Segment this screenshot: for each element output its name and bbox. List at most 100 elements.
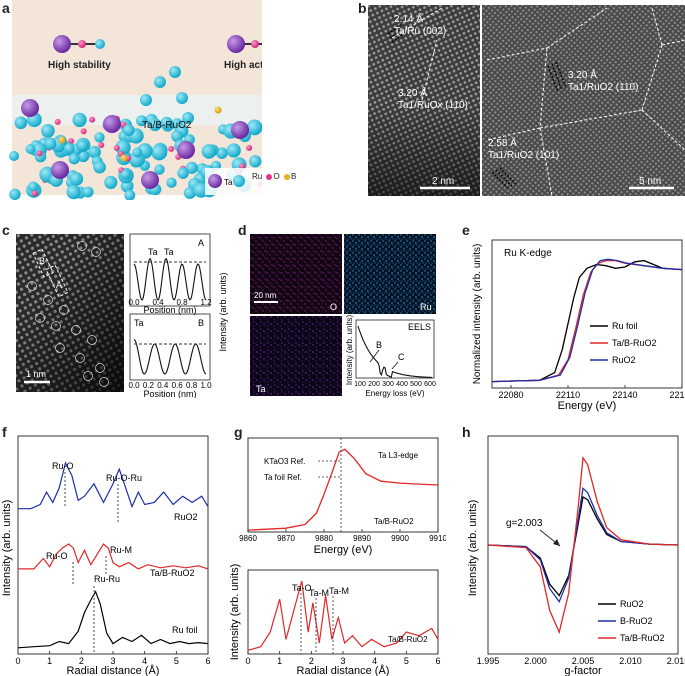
legend-label: B-RuO2: [620, 616, 653, 626]
g-top-x-tick-label: 9890: [353, 534, 371, 543]
legend-label: Ta/B-RuO2: [620, 633, 665, 643]
haadf-stem-images: 2.14 Å Ta/Ru (002) 3.20 Å Ta1/RuOx (110)…: [368, 5, 685, 197]
lattice-atom: [136, 115, 148, 127]
stem-line-profiles: B A 1 nm A Ta Ta B Ta 0.0 0.4 0.8 1.2 0.0 0.…: [16, 233, 228, 398]
single-atom-marker: [77, 241, 87, 251]
f-x-tick-label: 5: [174, 656, 179, 666]
lattice-atom: [25, 144, 36, 155]
lattice-atom: [68, 138, 75, 145]
peak-ru-o-tab: Ru-O: [46, 551, 68, 561]
profile-a-tick: 0.0: [128, 298, 140, 307]
ta-atom: [21, 99, 39, 117]
atom-legend: Ta: [208, 174, 245, 188]
lattice-atom: [72, 112, 87, 128]
lattice-atom: [69, 172, 84, 186]
label-ta-b-ruo2: Ta/B-RuO2: [150, 568, 195, 578]
lattice-atom: [154, 164, 165, 175]
callout-high-activity: High activity: [224, 60, 262, 71]
lattice-atom: [80, 128, 87, 135]
lattice-atom: [148, 118, 162, 132]
plane-4: Ta1/RuO2 (101): [488, 150, 559, 161]
ta-atom: [103, 115, 121, 133]
map-label-o: O: [330, 302, 337, 312]
single-atom-marker: [91, 247, 101, 257]
single-atom-marker: [51, 321, 61, 331]
panel-label: f: [2, 424, 7, 440]
lattice-atom: [93, 160, 106, 174]
ta-b-ruo2-model-illustration: High stability High activity Ta/B-RuO2 T…: [9, 0, 262, 200]
peak-ru-o-ruo2: Ru-O: [52, 461, 74, 471]
y-axis-label: Normalized intensity (arb. units): [472, 244, 483, 385]
eels-title: EELS: [408, 322, 431, 332]
map-label-ru: Ru: [420, 302, 432, 312]
chart-f: Ru-O Ru-O-Ru Ru-O Ru-M Ru-Ru RuO2 Ta/B-R…: [1, 435, 211, 676]
lattice-atom: [63, 143, 75, 154]
peak-ta-m-1: Ta-M: [309, 588, 329, 598]
legend-ta: Ta: [224, 178, 233, 187]
label-ru-foil: Ru foil: [172, 625, 198, 635]
g-bottom-x-tick-label: 5: [404, 656, 409, 666]
legend-b: B: [290, 172, 297, 181]
eds-map-o: [250, 234, 342, 314]
lattice-atom: [122, 124, 135, 137]
x-axis-label-top: Energy (eV): [314, 544, 373, 556]
f-series-ta-b-ruo2: [18, 543, 209, 570]
eels-tick: 400: [396, 381, 408, 388]
lattice-atom: [193, 182, 209, 198]
lattice-atom: [160, 116, 173, 130]
lattice-atom: [44, 137, 57, 150]
eels-spectrum: [357, 325, 432, 378]
b-atom: [214, 106, 222, 114]
lattice-atom: [14, 116, 28, 130]
chart-h: g=2.003 RuO2 B-RuO2 Ta/B-RuO2 1.995 2.000 2.…: [467, 435, 685, 676]
lattice-atom: [98, 142, 105, 149]
sample-label-bottom: Ta/B-RuO2: [388, 635, 428, 644]
d-spacing-3: 3.20 Å: [568, 68, 597, 81]
profile-b-tick: 0.6: [172, 381, 184, 390]
f-x-tick-label: 6: [205, 656, 210, 666]
panel-d: d O Ru Ta 20 nm EELS B C: [238, 222, 438, 398]
dissolved-ru-atom: [169, 66, 181, 78]
lattice-atom: [183, 187, 196, 200]
legend-o-swatch: [266, 173, 273, 180]
e-series-ruo2: [491, 258, 683, 383]
peak-ru-ru: Ru-Ru: [94, 574, 120, 584]
lattice-atom: [120, 169, 131, 180]
lattice-atom: [94, 132, 105, 143]
e-x-tick-label: 22170: [669, 390, 685, 400]
lattice-atom: [201, 144, 217, 159]
lattice-atom: [168, 145, 175, 152]
g-top-x-tick-label: 9880: [315, 534, 333, 543]
atom-callout-stability: [53, 35, 105, 53]
lattice-atom: [66, 184, 81, 200]
h-x-tick-label: 2.015: [667, 656, 685, 666]
plane-1: Ta/Ru (002): [394, 26, 446, 37]
g-bottom-x-tick-label: 1: [277, 656, 282, 666]
profile-ylabel: Intensity (arb. units): [218, 272, 228, 351]
single-atom-marker: [59, 305, 69, 315]
lattice-atom: [151, 144, 168, 161]
lattice-atom: [132, 147, 143, 158]
legend-label: Ta/B-RuO2: [612, 338, 657, 348]
profile-a-xlabel: Position (nm): [143, 305, 196, 315]
lattice-atom: [124, 189, 136, 200]
single-atom-marker: [83, 371, 93, 381]
profile-b-tick: 0.2: [143, 381, 155, 390]
chart-e: 22080 22110 22140 22170 Ru K-edge Ru foil Ta…: [472, 239, 685, 412]
panel-label: h: [462, 424, 471, 440]
f-x-tick-label: 1: [47, 656, 52, 666]
h-x-tick-label: 2.005: [572, 656, 595, 666]
profile-b-peak: Ta: [134, 318, 144, 328]
plane-3: Ta1/RuO2 (110): [568, 82, 638, 93]
panel-e: e 22080 22110 22140 22170 Ru K-edge Ru foil…: [448, 222, 685, 412]
g-top-x-tick-label: 9860: [239, 534, 257, 543]
eels-tick: 500: [410, 381, 422, 388]
profile-a-tick: 0.4: [152, 298, 164, 307]
panel-b: b: [352, 0, 685, 200]
h-x-tick-label: 2.010: [619, 656, 642, 666]
peak-ru-o-ru: Ru-O-Ru: [106, 473, 142, 483]
sample-label-top: Ta/B-RuO2: [374, 517, 414, 526]
panel-g: g Ta L3-edge KTaO3 Ref. Ta foil Ref. Ta/…: [224, 398, 446, 676]
dissolved-ru-atom: [182, 112, 194, 124]
single-atom-marker: [35, 313, 45, 323]
